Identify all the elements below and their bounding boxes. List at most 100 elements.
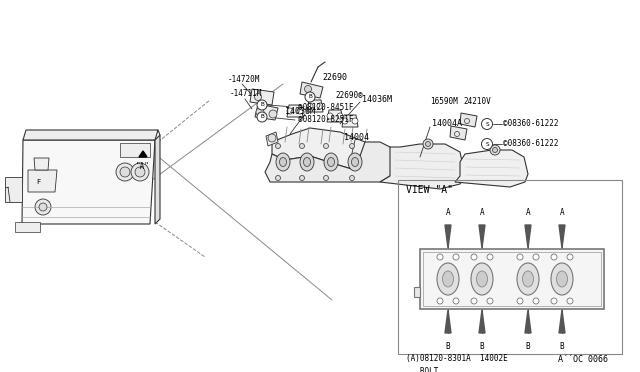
- Polygon shape: [265, 142, 395, 182]
- Polygon shape: [300, 82, 323, 98]
- Circle shape: [323, 144, 328, 148]
- Text: 14036M: 14036M: [285, 108, 315, 116]
- Circle shape: [116, 163, 134, 181]
- Ellipse shape: [551, 263, 573, 295]
- Text: B: B: [260, 103, 264, 108]
- Text: "A": "A": [136, 162, 150, 171]
- Text: F: F: [36, 179, 40, 185]
- Polygon shape: [455, 150, 528, 187]
- Text: BOLT: BOLT: [406, 368, 438, 372]
- Circle shape: [551, 254, 557, 260]
- Circle shape: [275, 144, 280, 148]
- Circle shape: [337, 113, 343, 119]
- Circle shape: [257, 100, 267, 110]
- Circle shape: [323, 176, 328, 180]
- Text: ©08360-61222: ©08360-61222: [503, 119, 559, 128]
- Text: ©08360-61222: ©08360-61222: [503, 140, 559, 148]
- Text: 14004: 14004: [344, 132, 369, 141]
- Circle shape: [349, 176, 355, 180]
- Polygon shape: [460, 113, 477, 127]
- Polygon shape: [139, 151, 147, 157]
- Circle shape: [300, 176, 305, 180]
- Circle shape: [268, 134, 276, 142]
- Polygon shape: [559, 225, 565, 248]
- Text: 22690®: 22690®: [335, 90, 363, 99]
- Ellipse shape: [324, 153, 338, 171]
- Text: 14004A: 14004A: [432, 119, 462, 128]
- Polygon shape: [525, 225, 531, 248]
- Polygon shape: [255, 104, 278, 120]
- Text: -14720M: -14720M: [228, 76, 260, 84]
- Bar: [423, 252, 601, 306]
- Ellipse shape: [442, 271, 454, 287]
- Circle shape: [131, 163, 149, 181]
- Ellipse shape: [557, 271, 568, 287]
- Circle shape: [517, 254, 523, 260]
- Circle shape: [533, 254, 539, 260]
- Circle shape: [453, 298, 459, 304]
- Text: ®08120-8251F: ®08120-8251F: [298, 115, 353, 125]
- Polygon shape: [22, 140, 155, 224]
- Circle shape: [437, 254, 443, 260]
- Text: 16590M: 16590M: [430, 97, 458, 106]
- Polygon shape: [445, 225, 451, 248]
- Circle shape: [287, 108, 293, 114]
- Circle shape: [317, 103, 323, 109]
- Polygon shape: [23, 130, 158, 140]
- Polygon shape: [307, 100, 323, 112]
- Polygon shape: [5, 177, 22, 202]
- Text: A: A: [480, 208, 484, 217]
- Circle shape: [307, 103, 313, 109]
- Circle shape: [517, 298, 523, 304]
- Polygon shape: [272, 128, 375, 170]
- Circle shape: [567, 298, 573, 304]
- Polygon shape: [479, 310, 485, 333]
- Circle shape: [305, 92, 315, 102]
- Circle shape: [297, 108, 303, 114]
- Circle shape: [269, 110, 277, 118]
- Circle shape: [437, 298, 443, 304]
- Circle shape: [551, 298, 557, 304]
- Text: B: B: [308, 94, 312, 99]
- Text: A: A: [525, 208, 531, 217]
- Circle shape: [352, 118, 358, 124]
- Circle shape: [490, 145, 500, 155]
- Polygon shape: [15, 222, 40, 232]
- Circle shape: [35, 199, 51, 215]
- Circle shape: [493, 148, 497, 153]
- Polygon shape: [414, 287, 420, 297]
- Text: A´´OC 0066: A´´OC 0066: [558, 355, 608, 364]
- Text: (A)08120-8301A  14002E: (A)08120-8301A 14002E: [406, 355, 508, 363]
- Ellipse shape: [276, 153, 290, 171]
- Polygon shape: [266, 132, 278, 146]
- Polygon shape: [287, 105, 303, 117]
- Text: A: A: [560, 208, 564, 217]
- Polygon shape: [445, 310, 451, 333]
- Ellipse shape: [280, 157, 287, 167]
- Text: VIEW "A": VIEW "A": [406, 185, 453, 195]
- Circle shape: [39, 203, 47, 211]
- Circle shape: [349, 144, 355, 148]
- Polygon shape: [155, 135, 160, 224]
- Polygon shape: [327, 110, 343, 122]
- Bar: [120, 143, 150, 157]
- Circle shape: [567, 254, 573, 260]
- Ellipse shape: [471, 263, 493, 295]
- Ellipse shape: [303, 157, 310, 167]
- Text: ®08120-8451F: ®08120-8451F: [298, 103, 353, 112]
- Text: B: B: [525, 342, 531, 351]
- Circle shape: [481, 138, 493, 150]
- Text: 22690: 22690: [322, 73, 347, 81]
- Text: B: B: [560, 342, 564, 351]
- Polygon shape: [525, 310, 531, 333]
- Polygon shape: [559, 310, 565, 333]
- Circle shape: [481, 119, 493, 129]
- Circle shape: [342, 118, 348, 124]
- Ellipse shape: [328, 157, 335, 167]
- Ellipse shape: [348, 153, 362, 171]
- Circle shape: [135, 167, 145, 177]
- Circle shape: [256, 108, 264, 116]
- Circle shape: [423, 139, 433, 149]
- Ellipse shape: [300, 153, 314, 171]
- Ellipse shape: [517, 263, 539, 295]
